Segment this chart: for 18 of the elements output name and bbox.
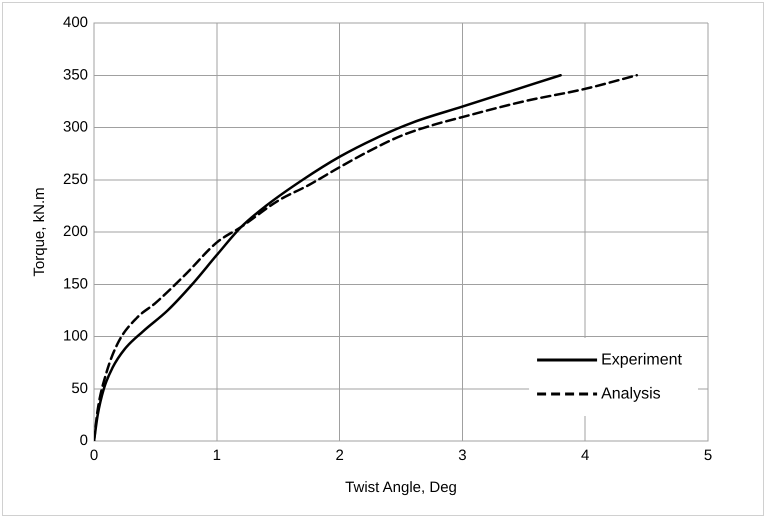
x-tick-label: 3 [458,447,467,464]
x-tick-label: 1 [212,447,221,464]
legend-label: Analysis [601,385,661,402]
x-axis-title: Twist Angle, Deg [345,479,457,496]
y-tick-label: 100 [62,328,88,345]
y-tick-label: 50 [71,380,88,397]
y-tick-label: 350 [62,66,88,84]
x-tick-label: 5 [704,447,712,464]
x-tick-label: 4 [581,447,590,464]
y-tick-label: 300 [62,118,88,136]
legend-label: Experiment [601,351,683,368]
y-tick-label: 250 [62,170,88,188]
y-tick-label: 0 [80,432,88,450]
x-tick-label: 2 [335,447,344,464]
y-tick-label: 400 [62,14,88,32]
y-axis-title: Torque, kN.m [31,187,48,277]
y-tick-label: 150 [62,275,88,292]
y-tick-label: 200 [62,223,88,240]
